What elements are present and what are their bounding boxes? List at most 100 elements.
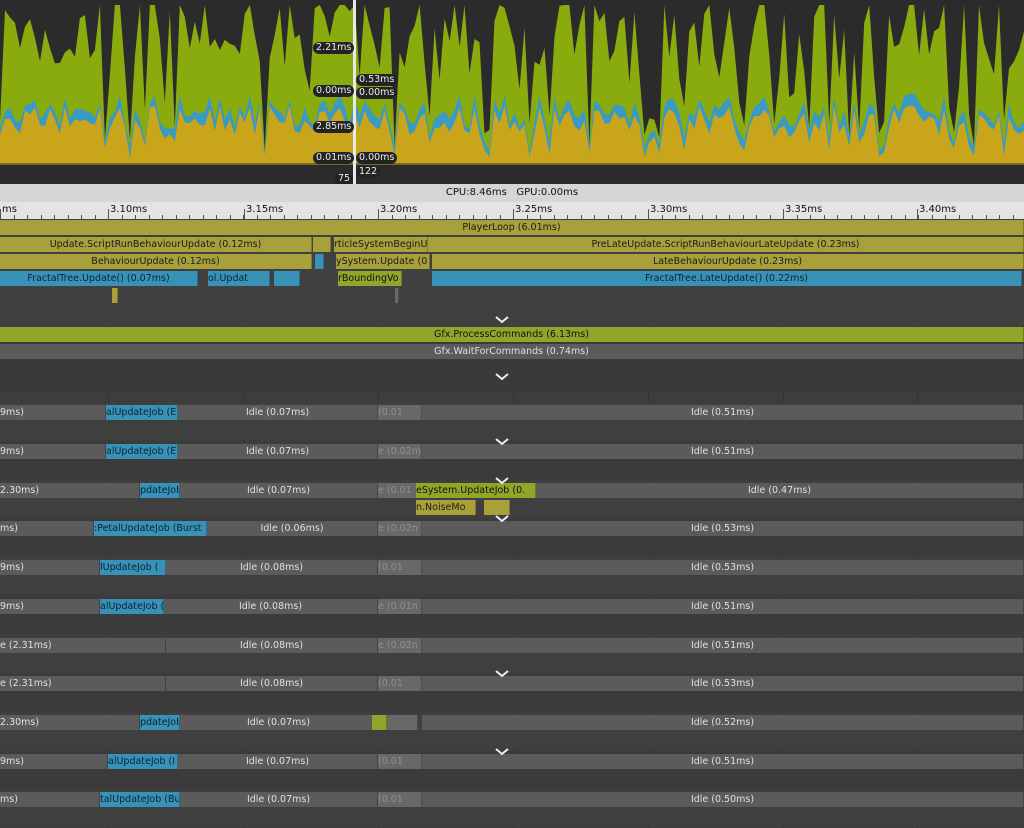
gfx-wait-for-commands-block[interactable]: Gfx.WaitForCommands (0.74ms) <box>0 344 1024 359</box>
small-idle-block[interactable]: (0.01 <box>378 792 422 807</box>
petal-update-job-block[interactable]: :PetalUpdateJob (Burst <box>94 521 207 536</box>
small-idle-block[interactable]: (0.01 <box>378 405 422 420</box>
idle-block-long[interactable]: Idle (0.51ms) <box>422 638 1024 653</box>
petal-update-job-block[interactable]: pdateJob <box>140 483 180 498</box>
idle-block-long[interactable]: Idle (0.51ms) <box>422 599 1024 614</box>
chevron-down-icon[interactable] <box>494 748 510 756</box>
ruler-minor-tick <box>716 215 717 219</box>
petal-update-job-block[interactable]: talUpdateJob (Bu <box>100 792 180 807</box>
idle-block[interactable]: Idle (0.08ms) <box>166 638 378 653</box>
ruler-minor-tick <box>27 215 28 219</box>
chevron-down-icon[interactable] <box>494 515 510 523</box>
job-idle-block[interactable]: 2.30ms) <box>0 483 140 498</box>
job-idle-block[interactable]: e (2.31ms) <box>0 638 166 653</box>
petal-update-job-block[interactable]: pdateJob <box>140 715 180 730</box>
small-idle-block[interactable]: e (0.02n <box>378 638 422 653</box>
job-idle-block[interactable]: e (2.31ms) <box>0 676 166 691</box>
job-idle-block[interactable]: 9ms) <box>0 754 108 769</box>
chart-label-left-1: 2.21ms <box>313 42 355 54</box>
small-idle-block[interactable] <box>378 715 418 730</box>
small-idle-block[interactable]: e (0.01n <box>378 599 422 614</box>
job-idle-block[interactable]: 2.30ms) <box>0 715 140 730</box>
job-idle-block[interactable]: ms) <box>0 792 100 807</box>
small-blue-block-2[interactable] <box>274 271 300 286</box>
update-script-block[interactable]: Update.ScriptRunBehaviourUpdate (0.12ms) <box>0 237 312 252</box>
idle-block[interactable]: Idle (0.06ms) <box>207 521 378 536</box>
idle-block[interactable]: Idle (0.07ms) <box>180 715 378 730</box>
idle-block-long[interactable]: Idle (0.51ms) <box>422 754 1024 769</box>
bounding-volume-block[interactable]: rBoundingVo <box>338 271 402 286</box>
job-idle-block[interactable]: 9ms) <box>0 405 106 420</box>
particle-system-update-job-block[interactable]: eSystem.UpdateJob (0. <box>416 483 536 498</box>
idle-block[interactable]: Idle (0.07ms) <box>178 444 378 459</box>
job-idle-block[interactable]: 9ms) <box>0 444 106 459</box>
chevron-down-icon[interactable] <box>494 316 510 324</box>
ruler-major-tick <box>917 209 918 219</box>
idle-block-long[interactable]: Idle (0.53ms) <box>422 521 1024 536</box>
idle-block[interactable]: Idle (0.08ms) <box>164 599 378 614</box>
small-blue-block[interactable] <box>315 254 324 269</box>
idle-block[interactable]: Idle (0.07ms) <box>178 754 378 769</box>
ruler-minor-tick <box>567 215 568 219</box>
chart-label-left-3: 2.85ms <box>313 121 355 133</box>
job-idle-block[interactable]: ms) <box>0 521 94 536</box>
ruler-minor-tick <box>122 215 123 219</box>
tiny-gray-block[interactable] <box>395 288 399 303</box>
idle-block-long[interactable]: Idle (0.50ms) <box>422 792 1024 807</box>
late-behaviour-block[interactable]: LateBehaviourUpdate (0.23ms) <box>432 254 1024 269</box>
behaviour-update-block[interactable]: BehaviourUpdate (0.12ms) <box>0 254 312 269</box>
playerloop-block[interactable]: PlayerLoop (6.01ms) <box>0 220 1024 235</box>
idle-block[interactable]: Idle (0.08ms) <box>166 676 378 691</box>
ruler-minor-tick <box>918 215 919 219</box>
petal-update-job-block[interactable]: lUpdateJob ( <box>100 560 166 575</box>
fractal-update-block[interactable]: FractalTree.Update() (0.07ms) <box>0 271 198 286</box>
prelate-update-block[interactable]: PreLateUpdate.ScriptRunBehaviourLateUpda… <box>428 237 1024 252</box>
small-idle-block[interactable]: (0.01 <box>378 560 422 575</box>
ruler-label: ms <box>2 204 17 215</box>
noise-module-block[interactable]: n.NoiseMo <box>416 500 476 515</box>
chevron-down-icon[interactable] <box>494 477 510 485</box>
tiny-olive-block[interactable] <box>112 288 118 303</box>
idle-block-long[interactable]: Idle (0.53ms) <box>422 676 1024 691</box>
ruler-minor-tick <box>95 215 96 219</box>
small-idle-block[interactable]: (0.01 <box>378 676 422 691</box>
petal-update-job-block[interactable]: alUpdateJob (E <box>106 405 178 420</box>
small-olive-job-block[interactable] <box>484 500 510 515</box>
gfx-process-commands-block[interactable]: Gfx.ProcessCommands (6.13ms) <box>0 327 1024 342</box>
ruler-minor-tick <box>41 215 42 219</box>
job-idle-block[interactable]: 9ms) <box>0 599 100 614</box>
particle-begin-block[interactable]: rticleSystemBeginU <box>334 237 428 252</box>
chevron-down-icon[interactable] <box>494 438 510 446</box>
petal-update-job-block[interactable]: alUpdateJob (I <box>108 754 178 769</box>
ol-updat-block[interactable]: ol.Updat <box>208 271 270 286</box>
fractal-late-update-block[interactable]: FractalTree.LateUpdate() (0.22ms) <box>432 271 1022 286</box>
frame-cursor[interactable] <box>353 0 356 184</box>
idle-block-long[interactable]: Idle (0.51ms) <box>422 405 1024 420</box>
small-olive-block[interactable] <box>313 237 331 252</box>
chevron-down-icon[interactable] <box>494 670 510 678</box>
ruler-minor-tick <box>203 215 204 219</box>
idle-block[interactable]: Idle (0.08ms) <box>166 560 378 575</box>
particle-system-update-block[interactable]: ySystem.Update (0 <box>336 254 430 269</box>
small-idle-block[interactable]: e (0.02n <box>378 521 422 536</box>
petal-update-job-block[interactable]: alUpdateJob ( <box>100 599 164 614</box>
idle-block-long[interactable]: Idle (0.52ms) <box>422 715 1024 730</box>
idle-block-long[interactable]: Idle (0.53ms) <box>422 560 1024 575</box>
small-idle-block[interactable]: e (0.02m <box>378 444 422 459</box>
idle-block-long[interactable]: Idle (0.47ms) <box>536 483 1024 498</box>
green-marker-block[interactable] <box>372 715 387 730</box>
chevron-down-icon[interactable] <box>494 373 510 381</box>
job-idle-block[interactable]: 9ms) <box>0 560 100 575</box>
idle-block[interactable]: Idle (0.07ms) <box>178 405 378 420</box>
petal-update-job-block[interactable]: alUpdateJob (E <box>106 444 178 459</box>
cpu-usage-graph[interactable] <box>0 0 1024 184</box>
idle-block[interactable]: Idle (0.07ms) <box>180 792 378 807</box>
idle-block-long[interactable]: Idle (0.51ms) <box>422 444 1024 459</box>
small-idle-block[interactable]: (0.01 <box>378 754 422 769</box>
time-ruler[interactable]: ms 3.10ms 3.15ms 3.20ms 3.25ms 3.30ms 3.35ms 3.… <box>0 202 1024 219</box>
idle-block[interactable]: Idle (0.07ms) <box>180 483 378 498</box>
timeline-view[interactable]: PlayerLoop (6.01ms) Update.ScriptRunBeha… <box>0 219 1024 828</box>
ruler-minor-tick <box>621 215 622 219</box>
cpu-usage-chart[interactable]: 2.21ms 0.00ms 2.85ms 0.01ms 0.53ms 0.00m… <box>0 0 1024 184</box>
chart-label-left-4: 0.01ms <box>313 152 355 164</box>
